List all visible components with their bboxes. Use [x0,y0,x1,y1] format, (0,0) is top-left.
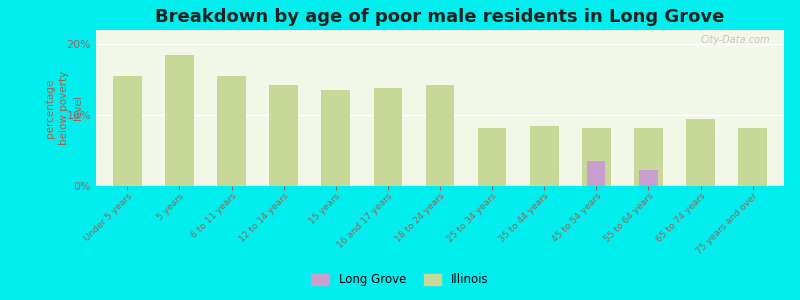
Bar [587,161,606,186]
Bar [639,170,658,186]
Bar [582,128,610,186]
Title: Breakdown by age of poor male residents in Long Grove: Breakdown by age of poor male residents … [155,8,725,26]
Bar [374,88,402,186]
Bar [738,128,767,186]
Bar [426,85,454,186]
Bar [322,90,350,186]
Legend: Long Grove, Illinois: Long Grove, Illinois [306,269,494,291]
Text: City-Data.com: City-Data.com [701,35,770,45]
Bar [165,55,194,186]
Bar [478,128,506,186]
Bar [530,126,558,186]
Bar [217,76,246,186]
Y-axis label: percentage
below poverty
level: percentage below poverty level [45,71,82,145]
Bar [270,85,298,186]
Bar [686,118,715,186]
Bar [634,128,663,186]
Bar [113,76,142,186]
